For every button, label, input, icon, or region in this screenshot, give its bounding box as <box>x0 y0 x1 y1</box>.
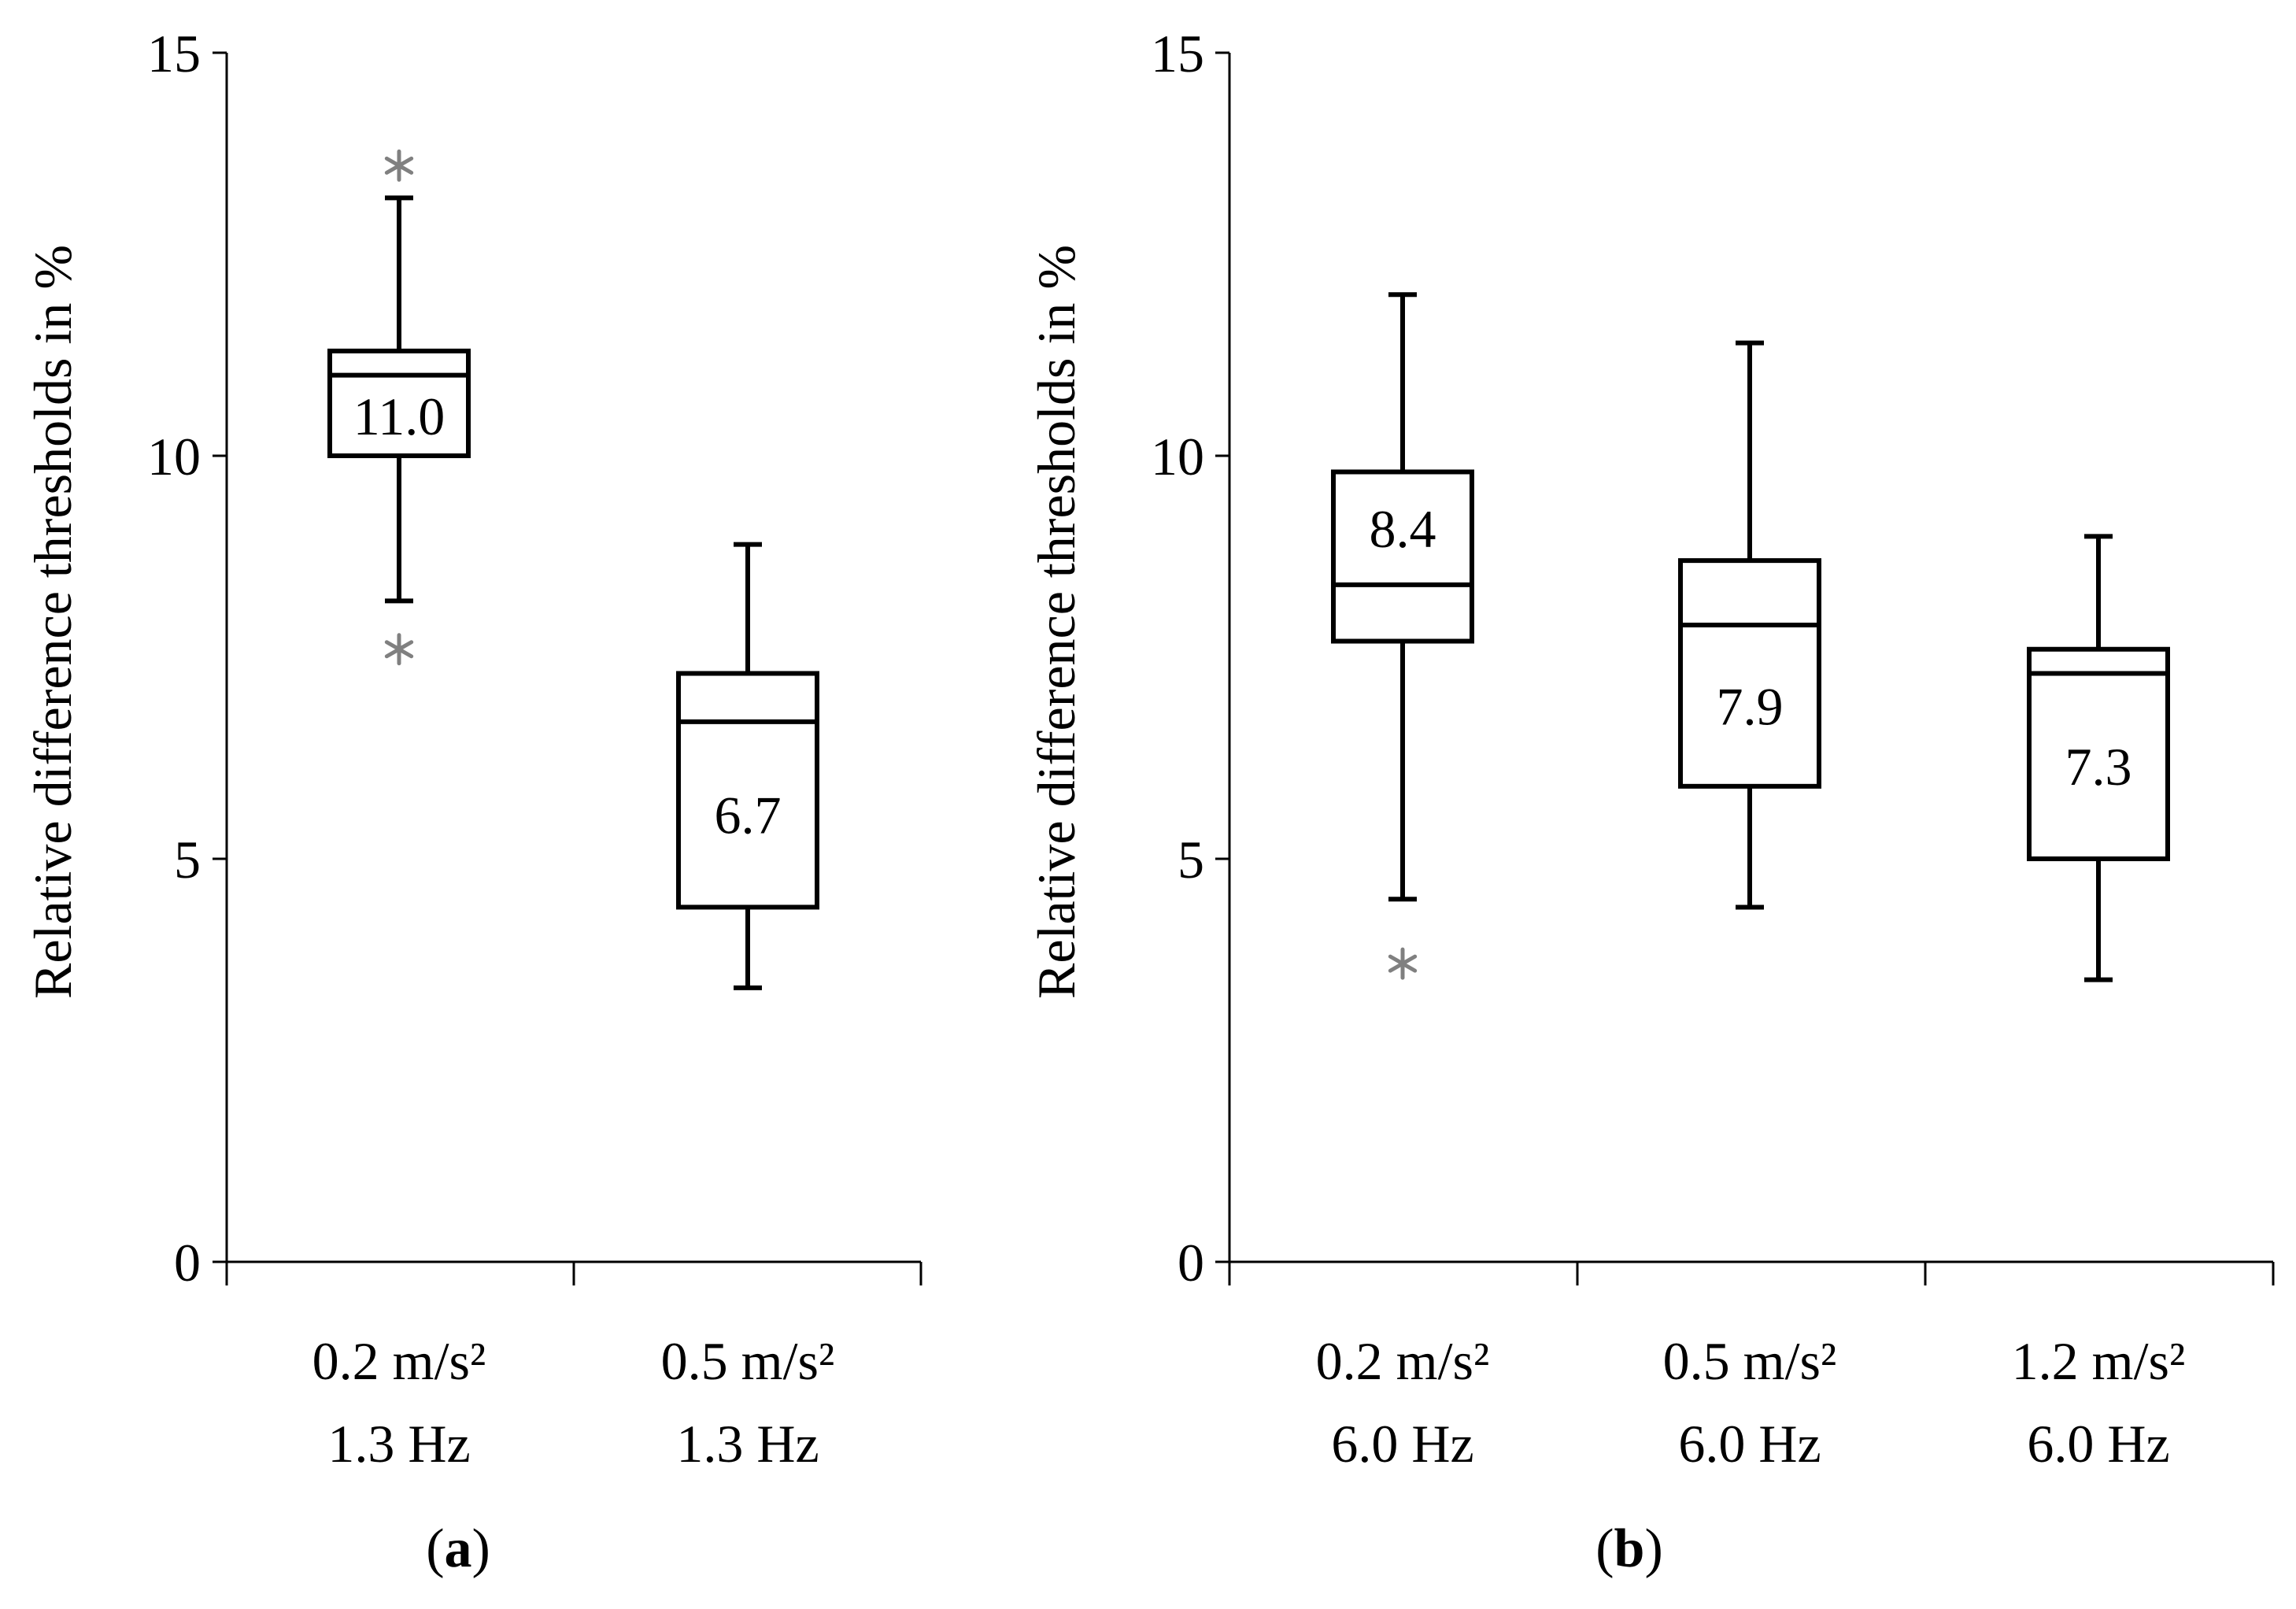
panel-b-caption: (b) <box>1595 1518 1663 1579</box>
panel-b-category-3-line-2: 6.0 Hz <box>2027 1414 2169 1474</box>
median-value-label: 8.4 <box>1370 499 1436 559</box>
panel-a-y-axis: 0 5 10 15 <box>147 24 228 1293</box>
panel-a-box-2: 6.7 <box>676 542 819 990</box>
panel-a-y-axis-label: Relative difference thresholds in % <box>23 245 83 999</box>
median-value-label: 11.0 <box>353 387 445 446</box>
panel-a-caption: (a) <box>426 1518 490 1579</box>
panel-a: Relative difference thresholds in % 0 5 10… <box>23 24 922 1579</box>
panel-b-y-axis-label: Relative difference thresholds in % <box>1026 245 1086 999</box>
panel-b-category-2-line-2: 6.0 Hz <box>1678 1414 1821 1474</box>
interquartile-box <box>1331 469 1474 644</box>
interquartile-box <box>1678 558 1821 789</box>
outlier-stroke <box>384 156 414 175</box>
panel-b-category-3-line-1: 1.2 m/s² <box>2012 1331 2186 1391</box>
panel-a-y-tick-label: 10 <box>147 427 201 486</box>
panel-b: Relative difference thresholds in % 0 5 10… <box>1026 24 2275 1579</box>
panel-b-category-1-line-2: 6.0 Hz <box>1331 1414 1473 1474</box>
outlier-stroke <box>1388 954 1418 973</box>
panel-b-caption-letter: b <box>1614 1518 1645 1579</box>
panel-a-y-tick-label: 0 <box>174 1233 201 1293</box>
panel-b-x-axis <box>1228 1260 2275 1285</box>
panel-b-y-tick-label: 15 <box>1151 24 1204 83</box>
interquartile-box <box>327 348 471 458</box>
median-value-label: 6.7 <box>715 786 782 845</box>
panel-b-box-3: 7.3 <box>2027 534 2170 982</box>
panel-a-y-tick-label: 5 <box>174 830 201 890</box>
panel-b-category-2-line-1: 0.5 m/s² <box>1663 1331 1837 1391</box>
median-value-label: 7.9 <box>1717 676 1784 736</box>
panel-a-boxes: 11.0 6.7 <box>327 149 819 990</box>
interquartile-box <box>2027 646 2170 861</box>
panel-a-category-2-line-2: 1.3 Hz <box>676 1414 819 1474</box>
outlier-marker <box>384 633 414 666</box>
median-value-label: 7.3 <box>2065 737 2132 797</box>
panel-b-y-tick-label: 10 <box>1151 427 1204 486</box>
outlier-marker <box>1388 947 1418 980</box>
panel-b-y-tick-label: 5 <box>1178 830 1204 890</box>
outlier-marker <box>384 149 414 182</box>
panel-b-box-2: 7.9 <box>1678 340 1821 910</box>
panel-a-caption-letter: a <box>445 1518 472 1579</box>
panel-b-category-1-line-1: 0.2 m/s² <box>1316 1331 1490 1391</box>
panel-a-category-2-line-1: 0.5 m/s² <box>661 1331 835 1391</box>
panel-b-box-1: 8.4 <box>1331 292 1474 980</box>
panel-a-x-axis <box>225 1260 922 1285</box>
panel-a-y-tick-label: 15 <box>147 24 201 83</box>
panel-b-y-tick-label: 0 <box>1178 1233 1204 1293</box>
panel-b-y-axis: 0 5 10 15 <box>1151 24 1231 1293</box>
panel-a-box-1: 11.0 <box>327 149 471 666</box>
outlier-stroke <box>384 640 414 659</box>
panel-a-category-1-line-1: 0.2 m/s² <box>312 1331 486 1391</box>
panel-a-category-1-line-2: 1.3 Hz <box>327 1414 470 1474</box>
panel-b-boxes: 8.4 7.9 7.3 <box>1331 292 2170 982</box>
interquartile-box <box>676 671 819 910</box>
